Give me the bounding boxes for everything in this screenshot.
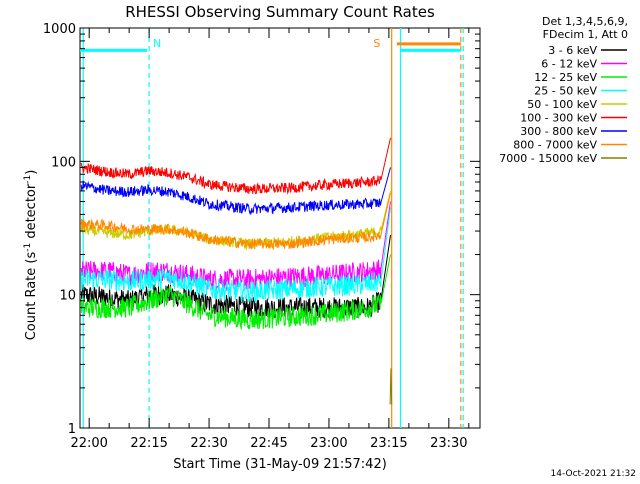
y-axis-label: Count Rate (s-1 detector-1) bbox=[23, 170, 39, 341]
series-line bbox=[80, 207, 391, 303]
footer-date: 14-Oct-2021 21:32 bbox=[551, 469, 636, 479]
y-axis-label-sup1: -1 bbox=[23, 243, 33, 252]
series-line bbox=[80, 167, 391, 216]
x-tick-label: 23:15 bbox=[370, 436, 407, 451]
legend-header-line-1: Det 1,3,4,5,6,9, bbox=[542, 15, 628, 28]
chart-title: RHESSI Observing Summary Count Rates bbox=[125, 3, 435, 21]
y-tick-label: 1 bbox=[68, 422, 76, 437]
y-tick-label: 10 bbox=[59, 289, 76, 304]
x-tick-label: 23:00 bbox=[310, 436, 347, 451]
legend-entry-label: 3 - 6 keV bbox=[548, 44, 597, 57]
legend-entry-label: 100 - 300 keV bbox=[520, 112, 597, 125]
x-axis-label: Start Time (31-May-09 21:57:42) bbox=[173, 457, 387, 472]
legend-entry-label: 50 - 100 keV bbox=[527, 98, 597, 111]
series-line bbox=[80, 254, 391, 330]
legend-entry-label: 300 - 800 keV bbox=[520, 125, 597, 138]
series-group bbox=[80, 137, 393, 405]
y-tick-label: 100 bbox=[51, 155, 76, 170]
legend-entry-label: 7000 - 15000 keV bbox=[499, 152, 597, 165]
x-tick-label: 22:15 bbox=[130, 436, 167, 451]
legend-entry-label: 25 - 50 keV bbox=[534, 85, 597, 98]
interval-annotation-label: N bbox=[153, 37, 161, 50]
y-axis-group: 1 10 100 1000 bbox=[43, 22, 480, 437]
series-line bbox=[389, 368, 393, 405]
series-line bbox=[80, 192, 391, 251]
x-tick-label: 22:30 bbox=[190, 436, 227, 451]
x-tick-label: 22:45 bbox=[250, 436, 287, 451]
bar-segments-group bbox=[80, 42, 461, 52]
plot-frame bbox=[79, 27, 481, 429]
y-axis-label-base: Count Rate (s bbox=[24, 252, 39, 341]
legend-entry-label: 6 - 12 keV bbox=[541, 58, 597, 71]
series-line bbox=[80, 137, 391, 195]
vertical-lines-group bbox=[82, 28, 464, 428]
y-axis-label-mid: detector bbox=[24, 183, 39, 243]
legend-header-line-2: FDecim 1, Att 0 bbox=[543, 28, 628, 41]
y-axis-label-end: ) bbox=[24, 170, 39, 175]
x-tick-label: 22:00 bbox=[70, 436, 107, 451]
plot-frame-group bbox=[79, 27, 481, 429]
x-tick-label: 23:30 bbox=[430, 436, 467, 451]
x-axis-group: 22:00 22:15 22:30 22:45 23:00 23:15 23:30 bbox=[70, 28, 470, 451]
legend-entry-label: 800 - 7000 keV bbox=[513, 139, 597, 152]
legend-entry-label: 12 - 25 keV bbox=[534, 71, 597, 84]
y-axis-label-sup2: -1 bbox=[23, 175, 33, 184]
y-tick-label: 1000 bbox=[43, 22, 76, 37]
interval-annotation-label: S bbox=[373, 37, 380, 50]
